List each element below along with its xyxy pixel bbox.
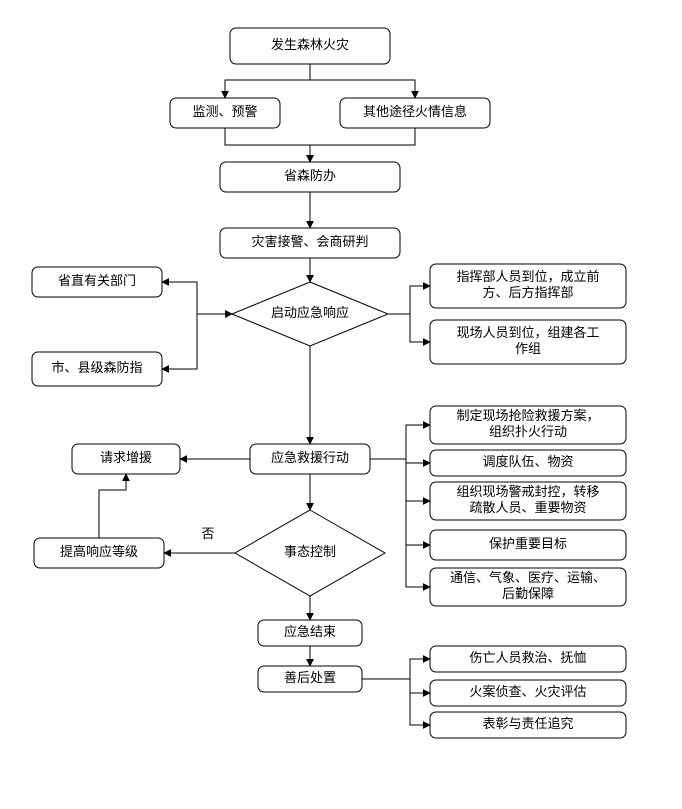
node-label: 方、后方指挥部 bbox=[482, 285, 573, 300]
node-n15: 组织现场警戒封控，转移疏散人员、重要物资 bbox=[430, 482, 626, 520]
node-n8: 指挥部人员到位，成立前方、后方指挥部 bbox=[430, 264, 626, 308]
node-n16: 提高响应等级 bbox=[34, 538, 164, 568]
node-label: 其他途径火情信息 bbox=[363, 104, 467, 119]
node-label: 事态控制 bbox=[284, 544, 336, 559]
edge-e13 bbox=[370, 425, 430, 459]
node-label: 疏散人员、重要物资 bbox=[469, 500, 586, 515]
edge-e9 bbox=[388, 286, 430, 314]
edge-e2 bbox=[310, 64, 415, 98]
node-n2: 监测、预警 bbox=[170, 98, 280, 128]
node-label: 提高响应等级 bbox=[60, 544, 138, 559]
node-n24: 表彰与责任追究 bbox=[430, 712, 626, 738]
node-n4: 省森防办 bbox=[220, 162, 400, 192]
node-label: 请求增援 bbox=[100, 450, 152, 465]
node-n9: 现场人员到位，组建各工作组 bbox=[430, 320, 626, 364]
node-label: 市、县级森防指 bbox=[51, 360, 142, 375]
edge-e1 bbox=[225, 64, 310, 98]
node-label: 省森防办 bbox=[284, 168, 336, 183]
node-label: 通信、气象、医疗、运输、 bbox=[450, 570, 606, 585]
edge-e24 bbox=[362, 679, 430, 693]
edge-e17 bbox=[370, 459, 430, 587]
node-n11: 制定现场抢险救援方案，组织扑火行动 bbox=[430, 406, 626, 444]
node-n7: 启动应急响应 bbox=[232, 282, 388, 346]
node-label: 表彰与责任追究 bbox=[482, 716, 573, 731]
node-n23: 火案侦查、火灾评估 bbox=[430, 680, 626, 706]
node-n6: 省直有关部门 bbox=[32, 267, 162, 297]
node-label: 组织现场警戒封控，转移 bbox=[456, 484, 599, 499]
node-label: 指挥部人员到位，成立前 bbox=[456, 269, 599, 284]
node-n10: 市、县级森防指 bbox=[32, 352, 162, 386]
edge-label-e19: 否 bbox=[201, 526, 214, 541]
node-label: 组织扑火行动 bbox=[489, 424, 567, 439]
edge-e10 bbox=[388, 314, 430, 342]
edge-e8 bbox=[162, 314, 232, 369]
node-label: 后勤保障 bbox=[502, 586, 554, 601]
node-label: 省直有关部门 bbox=[58, 273, 136, 288]
node-label: 监测、预警 bbox=[192, 104, 257, 119]
node-label: 作组 bbox=[515, 341, 541, 356]
edge-e25 bbox=[362, 679, 430, 725]
node-label: 应急救援行动 bbox=[271, 450, 349, 465]
node-n20: 应急结束 bbox=[258, 620, 362, 646]
edge-e3 bbox=[225, 128, 310, 162]
node-n21: 伤亡人员救治、抚恤 bbox=[430, 646, 626, 672]
node-n22: 善后处置 bbox=[258, 666, 362, 692]
edge-e20 bbox=[99, 474, 126, 538]
node-n18: 保护重要目标 bbox=[430, 530, 626, 560]
edge-e15 bbox=[370, 459, 430, 501]
node-label: 启动应急响应 bbox=[271, 305, 349, 320]
node-label: 火案侦查、火灾评估 bbox=[469, 684, 586, 699]
node-n13: 应急救援行动 bbox=[250, 444, 370, 474]
flowchart-canvas: 否 发生森林火灾监测、预警 其他途径火情信息省森防办灾害接警、会商研判省直有关部门启… bbox=[0, 0, 682, 809]
node-label: 发生森林火灾 bbox=[271, 37, 349, 52]
edge-e14 bbox=[370, 459, 430, 463]
node-label: 灾害接警、会商研判 bbox=[251, 234, 368, 249]
node-n14: 调度队伍、物资 bbox=[430, 450, 626, 476]
node-n17: 事态控制 bbox=[235, 510, 385, 596]
node-label: 应急结束 bbox=[284, 624, 336, 639]
node-label: 伤亡人员救治、抚恤 bbox=[469, 650, 586, 665]
node-n3: 其他途径火情信息 bbox=[340, 98, 490, 128]
node-label: 调度队伍、物资 bbox=[482, 454, 573, 469]
node-n5: 灾害接警、会商研判 bbox=[220, 228, 400, 258]
edge-e4 bbox=[310, 128, 415, 162]
node-label: 制定现场抢险救援方案， bbox=[456, 408, 599, 423]
node-label: 现场人员到位，组建各工 bbox=[456, 325, 599, 340]
node-label: 保护重要目标 bbox=[489, 536, 567, 551]
node-label: 善后处置 bbox=[284, 670, 336, 685]
edge-e7 bbox=[162, 282, 232, 314]
node-n12: 请求增援 bbox=[72, 444, 180, 474]
node-n19: 通信、气象、医疗、运输、后勤保障 bbox=[430, 568, 626, 606]
node-n1: 发生森林火灾 bbox=[230, 28, 390, 64]
edge-e16 bbox=[370, 459, 430, 545]
edge-e23 bbox=[362, 659, 430, 679]
